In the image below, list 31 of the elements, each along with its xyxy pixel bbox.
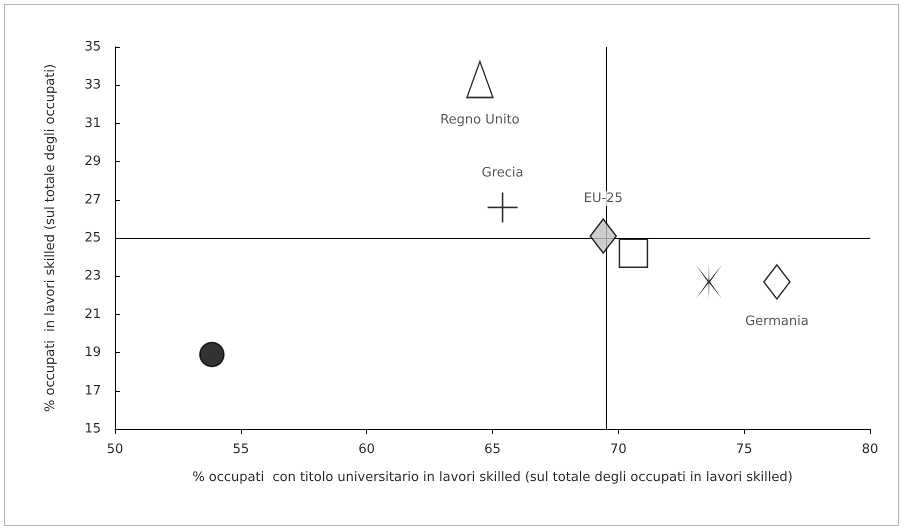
y-tick-label: 33	[84, 78, 101, 93]
point	[488, 192, 518, 222]
y-tick-label: 29	[84, 154, 101, 170]
series-label: Germania	[745, 314, 809, 329]
series-label: Regno Unito	[440, 112, 520, 128]
y-tick-label: 35	[84, 40, 101, 54]
point	[618, 238, 648, 268]
y-tick-label: 17	[84, 383, 101, 398]
y-tick-label: 23	[84, 268, 101, 284]
y-tick-label: 15	[84, 422, 101, 436]
series-label: Grecia	[482, 165, 524, 180]
point	[589, 218, 617, 254]
x-axis-title: % occupati con titolo universitario in lavori skilled (sul totale degli occupati in lavori skilled)	[192, 470, 793, 485]
y-tick-label: 31	[84, 116, 101, 131]
x-tick-label: 50	[106, 442, 124, 457]
x-tick-label: 60	[358, 442, 375, 457]
x-tick-label: 75	[736, 442, 752, 457]
y-tick-label: 21	[84, 306, 101, 322]
x-tick-label: 65	[484, 442, 501, 457]
x-tick-label: 80	[862, 442, 878, 457]
x-tick-label: 55	[232, 442, 250, 457]
y-tick-label: 25	[84, 230, 101, 246]
y-tick-label: 19	[84, 345, 101, 360]
series-label: EU-25	[584, 191, 623, 206]
point	[696, 264, 722, 299]
y-tick-label: 27	[84, 192, 101, 208]
point	[763, 264, 791, 300]
y-axis-title: % occupati in lavori skilled (sul totale degli occupati)	[43, 64, 58, 412]
x-tick-label: 70	[610, 442, 627, 457]
point	[466, 60, 494, 98]
point	[199, 342, 225, 368]
